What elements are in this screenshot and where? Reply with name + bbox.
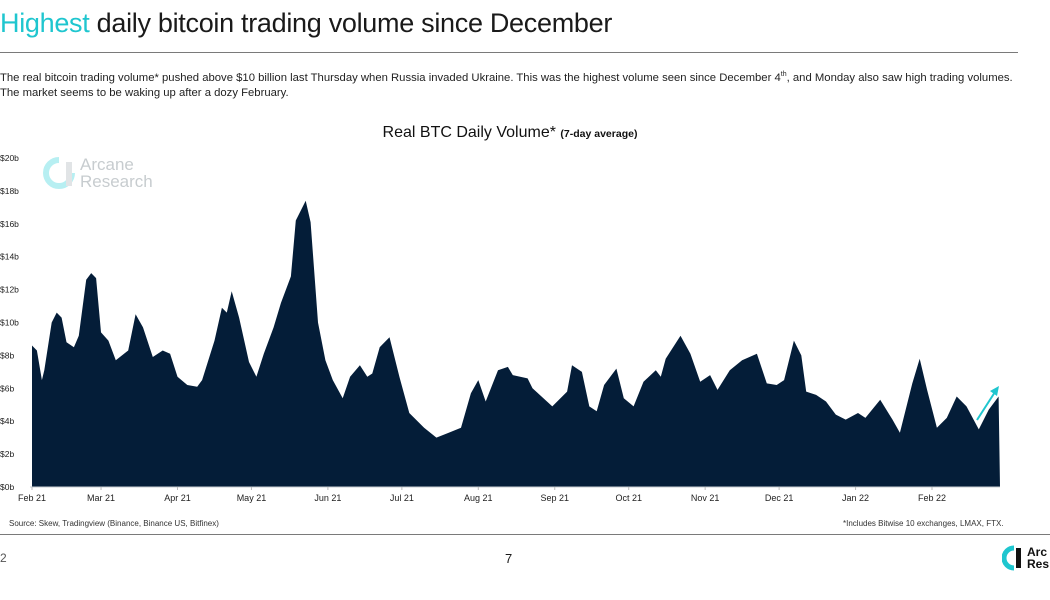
- y-tick-label: $14b: [0, 252, 19, 262]
- watermark-line1: Arcane: [80, 155, 134, 174]
- x-tick-label: Oct 21: [615, 493, 642, 503]
- x-tick-label: Sep 21: [540, 493, 569, 503]
- watermark-logo: Arcane Research: [42, 156, 153, 190]
- paragraph-text-2: , and Monday also saw high trading volum…: [0, 71, 1013, 99]
- y-tick-label: $20b: [0, 153, 19, 163]
- x-tick-label: Feb 22: [918, 493, 946, 503]
- watermark-line2: Research: [80, 172, 153, 191]
- x-tick-label: Jul 21: [390, 493, 414, 503]
- y-tick-label: $16b: [0, 219, 19, 229]
- title-highlight: Highest: [0, 8, 90, 38]
- x-tick-label: Jan 22: [842, 493, 869, 503]
- chart-subtitle: (7-day average): [560, 128, 638, 140]
- volume-area: [32, 200, 1000, 488]
- y-tick-label: $6b: [0, 383, 14, 393]
- edge-text: 2: [0, 551, 7, 565]
- arcane-logo-icon: [1002, 545, 1021, 571]
- y-tick-label: $10b: [0, 318, 19, 328]
- x-tick-label: Aug 21: [464, 493, 493, 503]
- y-tick-label: $8b: [0, 350, 14, 360]
- page-number: 7: [505, 551, 513, 566]
- x-tick-label: Jun 21: [314, 493, 341, 503]
- x-tick-label: Feb 21: [18, 493, 46, 503]
- arcane-logo-icon: [43, 157, 75, 189]
- logo-line1: Arc: [1027, 545, 1048, 559]
- footer-divider: [0, 534, 1050, 535]
- source-note: Source: Skew, Tradingview (Binance, Bina…: [9, 519, 219, 528]
- x-tick-label: Apr 21: [164, 493, 191, 503]
- y-tick-label: $12b: [0, 285, 19, 295]
- trend-arrow-head: [990, 386, 999, 396]
- paragraph-sup: th: [780, 71, 787, 78]
- y-tick-label: $2b: [0, 449, 14, 459]
- page-title: Highest daily bitcoin trading volume sin…: [0, 8, 612, 39]
- x-tick-label: Nov 21: [691, 493, 720, 503]
- chart-title-main: Real BTC Daily Volume*: [382, 124, 556, 141]
- footnote: *Includes Bitwise 10 exchanges, LMAX, FT…: [843, 519, 1004, 528]
- title-divider: [0, 52, 1018, 53]
- paragraph-text-1: The real bitcoin trading volume* pushed …: [0, 71, 781, 84]
- x-tick-label: May 21: [237, 493, 267, 503]
- x-tick-label: Mar 21: [87, 493, 115, 503]
- trend-arrow-line: [976, 391, 996, 421]
- footer-logo: Arc Res: [1002, 545, 1049, 571]
- y-tick-label: $18b: [0, 186, 19, 196]
- title-rest: daily bitcoin trading volume since Decem…: [89, 8, 613, 38]
- chart-title: Real BTC Daily Volume* (7-day average): [0, 124, 1020, 142]
- x-tick-label: Dec 21: [765, 493, 794, 503]
- y-tick-label: $4b: [0, 416, 14, 426]
- logo-line2: Res: [1027, 557, 1050, 571]
- y-tick-label: $0b: [0, 482, 14, 492]
- summary-paragraph: The real bitcoin trading volume* pushed …: [0, 67, 1020, 101]
